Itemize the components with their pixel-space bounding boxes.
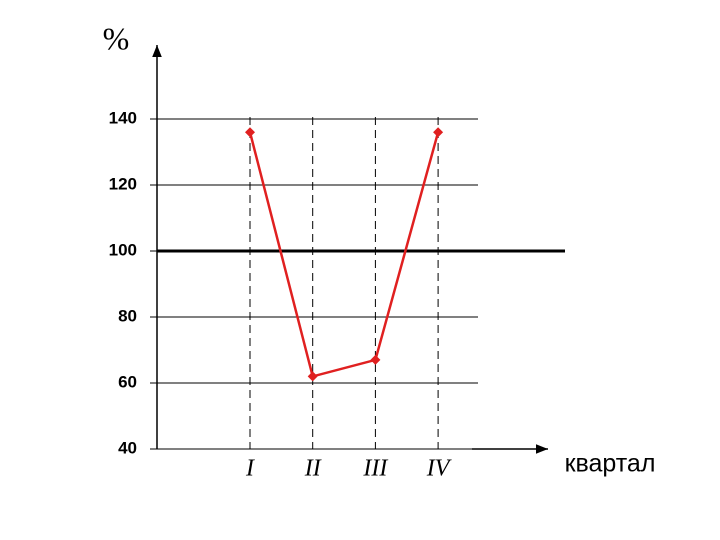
data-line <box>248 131 440 378</box>
x-axis-label: квартал <box>565 450 656 478</box>
x-tick-label: IV <box>426 456 452 482</box>
y-tick-label: 40 <box>118 438 137 457</box>
y-tick-label: 80 <box>118 306 137 325</box>
y-tick-label: 100 <box>109 240 137 259</box>
x-tick-label: I <box>245 456 255 482</box>
data-point <box>245 127 255 138</box>
y-axis-label: % <box>103 20 130 56</box>
y-tick-label: 60 <box>118 372 137 391</box>
data-point <box>433 127 444 138</box>
y-tick-label: 140 <box>109 108 137 127</box>
x-tick-label: II <box>304 456 322 482</box>
x-tick-label: III <box>362 456 388 482</box>
data-point <box>370 354 381 365</box>
data-point <box>307 371 318 382</box>
y-tick-label: 120 <box>109 174 137 193</box>
